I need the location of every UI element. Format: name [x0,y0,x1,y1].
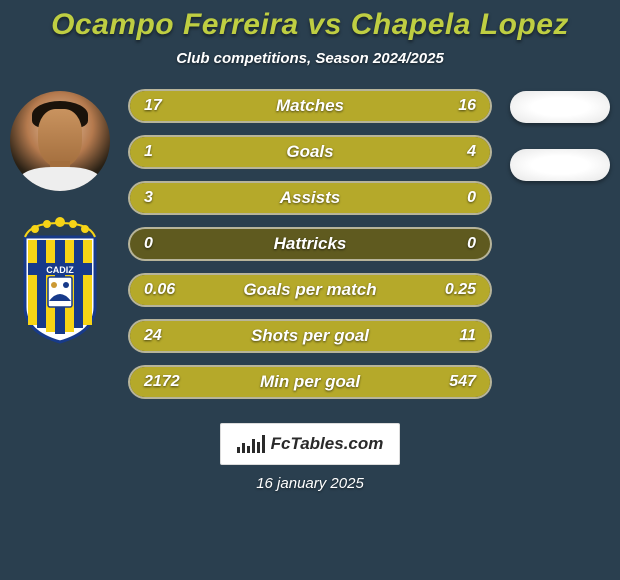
stat-value-right: 11 [459,321,476,351]
crest-label: CADIZ [46,265,74,275]
comparison-infographic: Ocampo Ferreira vs Chapela Lopez Club co… [0,0,620,580]
page-title: Ocampo Ferreira vs Chapela Lopez [0,8,620,42]
stat-name: Hattricks [130,229,490,259]
stat-value-right: 0 [467,183,476,213]
player-a-club-crest: CADIZ [5,217,115,347]
player-a-avatar [10,91,110,191]
content-row: CADIZ 17Matches161Goals43Assists00Hattri… [0,89,620,399]
brand-icon [237,435,265,453]
stat-name: Goals per match [130,275,490,305]
stat-value-right: 0.25 [445,275,476,305]
stat-bars: 17Matches161Goals43Assists00Hattricks00.… [120,89,500,399]
stat-name: Matches [130,91,490,121]
stat-bar: 17Matches16 [128,89,492,123]
stat-bar: 1Goals4 [128,135,492,169]
stat-value-right: 4 [467,137,476,167]
brand-badge: FcTables.com [220,423,400,465]
stat-bar: 0.06Goals per match0.25 [128,273,492,307]
stat-name: Assists [130,183,490,213]
stat-value-right: 0 [467,229,476,259]
stat-name: Shots per goal [130,321,490,351]
stat-value-right: 16 [458,91,476,121]
stat-bar: 2172Min per goal547 [128,365,492,399]
brand-text: FcTables.com [271,434,384,454]
left-column: CADIZ [0,89,120,347]
footer-date: 16 january 2025 [0,475,620,492]
stat-name: Goals [130,137,490,167]
stat-bar: 0Hattricks0 [128,227,492,261]
stat-name: Min per goal [130,367,490,397]
stat-bar: 24Shots per goal11 [128,319,492,353]
page-subtitle: Club competitions, Season 2024/2025 [0,50,620,67]
stat-value-right: 547 [449,367,476,397]
stat-bar: 3Assists0 [128,181,492,215]
right-column [500,89,620,181]
player-b-avatar-placeholder [510,91,610,123]
player-b-club-placeholder [510,149,610,181]
